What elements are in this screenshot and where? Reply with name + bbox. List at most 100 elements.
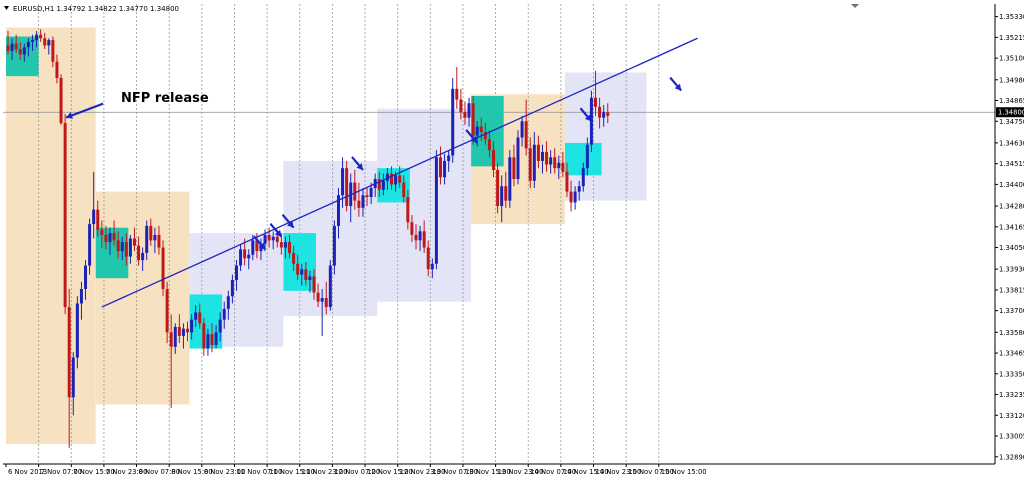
- candle-body: [132, 238, 136, 246]
- candle-body: [324, 298, 328, 308]
- price-tick-label: 1.34050: [999, 244, 1024, 252]
- candle-body: [186, 328, 190, 333]
- candle-body: [279, 242, 283, 248]
- candle-76: [312, 269, 316, 300]
- candle-body: [430, 263, 434, 270]
- candle-body: [443, 160, 447, 178]
- candle-body: [569, 191, 573, 203]
- candle-body: [606, 112, 610, 116]
- candle-body: [104, 234, 108, 243]
- candle-146: [598, 97, 602, 129]
- candle-51: [210, 323, 214, 353]
- candle-body: [100, 229, 104, 235]
- candle-89: [365, 188, 369, 207]
- candle-58: [239, 243, 243, 271]
- candle-body: [157, 234, 161, 248]
- candle-body: [357, 200, 361, 208]
- candle-body: [536, 144, 540, 161]
- candle-148: [606, 103, 610, 124]
- candle-39: [161, 240, 165, 297]
- candle-body: [79, 289, 83, 304]
- candle-14: [59, 74, 63, 125]
- candle-139: [569, 180, 573, 212]
- candle-99: [406, 189, 410, 230]
- trendline: [101, 37, 698, 308]
- candle-body: [63, 123, 67, 308]
- candle-body: [377, 178, 381, 190]
- candle-body: [206, 334, 210, 349]
- candle-body: [137, 245, 141, 261]
- arrows-layer: [65, 76, 683, 251]
- candle-body: [479, 126, 483, 133]
- chart-shift-marker-icon[interactable]: [851, 4, 859, 8]
- candle-143: [585, 137, 589, 176]
- candle-body: [585, 144, 589, 169]
- candle-71: [292, 245, 296, 271]
- candle-2: [10, 38, 14, 60]
- candle-41: [169, 314, 173, 409]
- time-tick-label: 12 Nov 07:00: [334, 468, 380, 476]
- candle-12: [51, 36, 55, 68]
- candle-132: [540, 144, 544, 174]
- candle-body: [573, 191, 577, 203]
- candle-30: [124, 233, 128, 266]
- candle-57: [234, 260, 238, 291]
- candle-93: [381, 173, 385, 196]
- candle-body: [226, 296, 230, 309]
- candle-54: [222, 301, 226, 329]
- candle-body: [504, 186, 508, 201]
- candle-body: [43, 38, 47, 46]
- price-tick-label: 1.33005: [999, 433, 1024, 441]
- candle-body: [332, 225, 336, 266]
- candle-35: [145, 220, 149, 261]
- candle-137: [561, 151, 565, 178]
- candle-52: [214, 325, 218, 349]
- price-tick-label: 1.34165: [999, 223, 1024, 231]
- candle-body: [165, 289, 169, 333]
- candle-98: [402, 175, 406, 203]
- grid-layer: [3, 4, 995, 464]
- symbol-dropdown-icon[interactable]: [4, 6, 9, 10]
- candle-9: [39, 29, 43, 42]
- candle-3: [14, 34, 18, 53]
- signal-arrow-3: [281, 213, 295, 229]
- candle-106: [434, 150, 438, 270]
- candle-110: [451, 77, 455, 163]
- candle-body: [169, 332, 173, 347]
- time-tick-label: 8 Nov 07:00: [139, 468, 181, 476]
- candle-body: [88, 224, 92, 266]
- price-tick-label: 1.34515: [999, 160, 1024, 168]
- arrow-head: [674, 83, 682, 91]
- candle-21: [88, 218, 92, 275]
- candle-body: [47, 40, 51, 46]
- candle-body: [234, 265, 238, 280]
- candle-26: [108, 227, 112, 255]
- candle-72: [296, 254, 300, 280]
- candle-8: [35, 31, 39, 48]
- price-tick-label: 1.34980: [999, 76, 1024, 84]
- chart-header: EURUSD,H1 1.34792 1.34822 1.34770 1.3480…: [4, 4, 859, 13]
- candle-body: [410, 222, 414, 235]
- candle-69: [283, 236, 287, 259]
- candle-body: [365, 195, 369, 198]
- candle-27: [112, 220, 116, 246]
- candle-94: [385, 168, 389, 190]
- price-tick-label: 1.33350: [999, 370, 1024, 378]
- candle-141: [577, 180, 581, 201]
- candle-142: [581, 162, 585, 192]
- candle-body: [251, 240, 255, 255]
- candle-88: [361, 188, 365, 217]
- candle-body: [14, 43, 18, 50]
- price-tick-label: 1.33700: [999, 307, 1024, 315]
- candle-body: [565, 171, 569, 192]
- candle-body: [202, 323, 206, 349]
- candle-body: [288, 242, 292, 253]
- candle-body: [316, 292, 320, 302]
- candle-129: [528, 137, 532, 188]
- time-tick-label: 6 Nov 2013: [8, 468, 47, 476]
- session-zone-7: [564, 72, 647, 201]
- candle-73: [300, 263, 304, 286]
- candle-20: [84, 260, 88, 300]
- time-tick-label: 13 Nov 15:00: [465, 468, 511, 476]
